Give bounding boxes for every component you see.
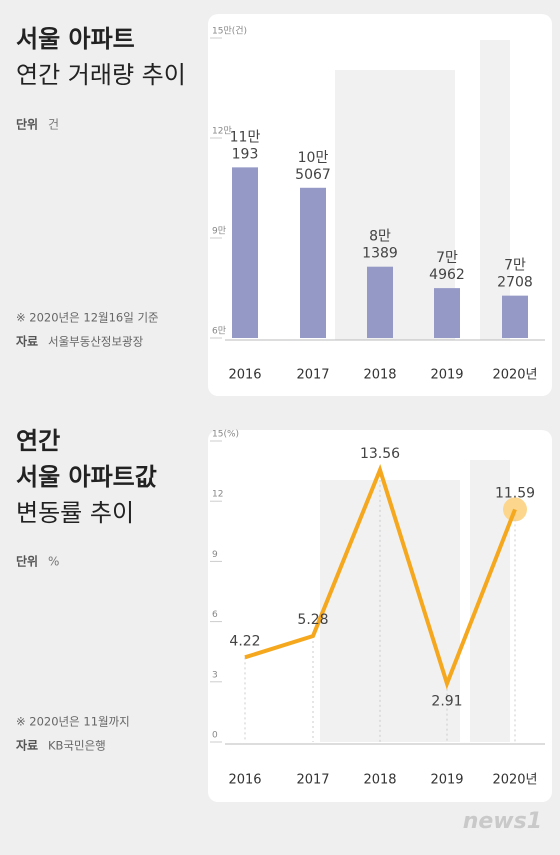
bar xyxy=(502,295,528,338)
value-label: 5.28 xyxy=(297,612,328,628)
y-tick-label: 15만(건) xyxy=(212,26,247,37)
y-tick-label: 0 xyxy=(212,731,218,741)
unit: 건 xyxy=(48,118,59,132)
value-label: 2.91 xyxy=(431,694,462,710)
x-tick-label: 2016 xyxy=(228,368,261,383)
x-tick-label: 2019 xyxy=(430,773,463,788)
bar xyxy=(300,187,326,338)
x-tick-label: 2018 xyxy=(363,368,396,383)
unit: % xyxy=(48,555,59,569)
y-tick-label: 3 xyxy=(212,670,218,680)
value-label: 10만 xyxy=(298,150,329,166)
unit-label: 단위 xyxy=(16,554,38,569)
unit-label: 단위 xyxy=(16,117,38,132)
source-label: 자료 xyxy=(16,738,38,753)
source: 서울부동산정보광장 xyxy=(48,335,144,349)
y-tick-label: 12만 xyxy=(212,126,232,137)
note: ※ 2020년은 11월까지 xyxy=(16,715,130,729)
value-label: 4962 xyxy=(429,267,465,283)
y-tick-label: 12 xyxy=(212,490,223,500)
line xyxy=(244,463,517,690)
title-line: 연간 거래량 추이 xyxy=(16,61,186,89)
x-tick-label: 2019 xyxy=(430,368,463,383)
source: KB국민은행 xyxy=(48,739,106,753)
y-tick-label: 6만 xyxy=(212,326,226,337)
x-tick-label: 2020년 xyxy=(492,773,537,788)
value-label: 2708 xyxy=(497,275,533,291)
value-label: 7만 xyxy=(504,258,526,274)
x-tick-label: 2018 xyxy=(363,773,396,788)
note: ※ 2020년은 12월16일 기준 xyxy=(16,311,159,325)
bar xyxy=(367,266,393,338)
y-tick-label: 9만 xyxy=(212,226,226,237)
title-line: 변동률 추이 xyxy=(16,499,134,527)
value-label: 8만 xyxy=(369,229,391,245)
source-label: 자료 xyxy=(16,334,38,349)
x-tick-label: 2017 xyxy=(296,773,329,788)
value-label: 193 xyxy=(232,146,259,162)
value-label: 1389 xyxy=(362,246,398,262)
y-tick-label: 9 xyxy=(212,550,218,560)
bar xyxy=(434,288,460,338)
title-line: 서울 아파트 xyxy=(16,25,135,53)
value-label: 4.22 xyxy=(229,633,260,649)
x-tick-label: 2017 xyxy=(296,368,329,383)
y-tick-label: 15(%) xyxy=(212,430,239,440)
title-line: 서울 아파트값 xyxy=(16,463,157,491)
x-tick-label: 2020년 xyxy=(492,368,537,383)
value-label: 11만 xyxy=(230,129,261,145)
bar xyxy=(232,167,258,338)
value-label: 11.59 xyxy=(495,485,535,501)
y-tick-label: 6 xyxy=(212,610,218,620)
value-label: 7만 xyxy=(436,250,458,266)
title-line: 연간 xyxy=(16,427,60,455)
logo: news1 xyxy=(463,809,542,834)
x-tick-label: 2016 xyxy=(228,773,261,788)
value-label: 13.56 xyxy=(360,446,400,462)
value-label: 5067 xyxy=(295,167,331,183)
